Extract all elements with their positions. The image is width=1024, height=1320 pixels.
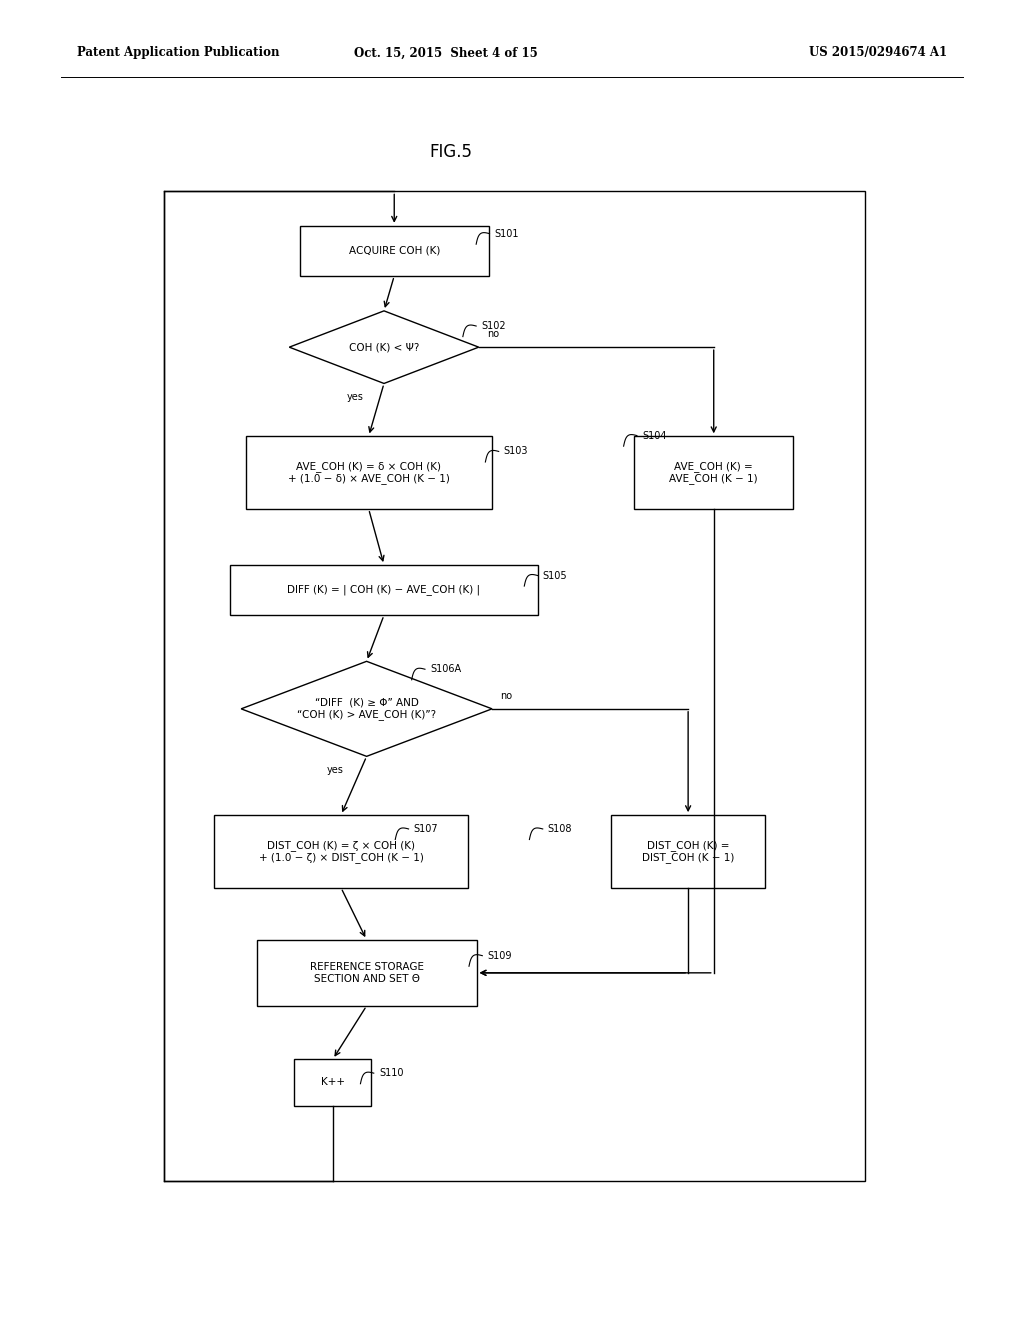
Bar: [246, 436, 492, 508]
Bar: [611, 814, 765, 888]
Text: S103: S103: [504, 446, 528, 457]
Text: FIG.5: FIG.5: [429, 143, 472, 161]
Text: AVE_COH (K) =
AVE_COH (K − 1): AVE_COH (K) = AVE_COH (K − 1): [670, 461, 758, 484]
Text: S108: S108: [548, 824, 572, 834]
Bar: [634, 436, 793, 508]
Text: no: no: [487, 329, 499, 339]
Text: S109: S109: [487, 950, 512, 961]
Text: Patent Application Publication: Patent Application Publication: [77, 46, 280, 59]
Bar: [299, 226, 489, 276]
Text: no: no: [500, 690, 512, 701]
Text: S105: S105: [543, 570, 567, 581]
Polygon shape: [289, 312, 479, 383]
Text: S102: S102: [481, 321, 506, 331]
Bar: [295, 1059, 372, 1105]
Text: US 2015/0294674 A1: US 2015/0294674 A1: [809, 46, 947, 59]
Text: DIFF (K) = | COH (K) − AVE_COH (K) |: DIFF (K) = | COH (K) − AVE_COH (K) |: [288, 585, 480, 595]
Bar: [230, 565, 538, 615]
Bar: [164, 191, 865, 1181]
Text: AVE_COH (K) = δ × COH (K)
+ (1.0 − δ) × AVE_COH (K − 1): AVE_COH (K) = δ × COH (K) + (1.0 − δ) × …: [288, 461, 450, 484]
Text: Oct. 15, 2015  Sheet 4 of 15: Oct. 15, 2015 Sheet 4 of 15: [353, 46, 538, 59]
Text: DIST_COH (K) =
DIST_COH (K − 1): DIST_COH (K) = DIST_COH (K − 1): [642, 840, 734, 863]
Bar: [256, 940, 477, 1006]
Text: yes: yes: [347, 392, 364, 401]
Text: COH (K) < Ψ?: COH (K) < Ψ?: [349, 342, 419, 352]
Text: S106A: S106A: [430, 664, 461, 675]
Text: S110: S110: [379, 1068, 403, 1078]
Text: REFERENCE STORAGE
SECTION AND SET Θ: REFERENCE STORAGE SECTION AND SET Θ: [309, 962, 424, 983]
Text: S104: S104: [642, 430, 667, 441]
Text: yes: yes: [328, 764, 344, 775]
Text: S107: S107: [414, 824, 438, 834]
Text: DIST_COH (K) = ζ × COH (K)
+ (1.0 − ζ) × DIST_COH (K − 1): DIST_COH (K) = ζ × COH (K) + (1.0 − ζ) ×…: [258, 840, 424, 863]
Text: “DIFF  (K) ≥ Φ” AND
“COH (K) > AVE_COH (K)”?: “DIFF (K) ≥ Φ” AND “COH (K) > AVE_COH (K…: [297, 697, 436, 721]
Bar: [214, 814, 468, 888]
Polygon shape: [242, 661, 492, 756]
Text: ACQUIRE COH (K): ACQUIRE COH (K): [348, 246, 440, 256]
Text: K++: K++: [321, 1077, 345, 1088]
Text: S101: S101: [495, 228, 519, 239]
